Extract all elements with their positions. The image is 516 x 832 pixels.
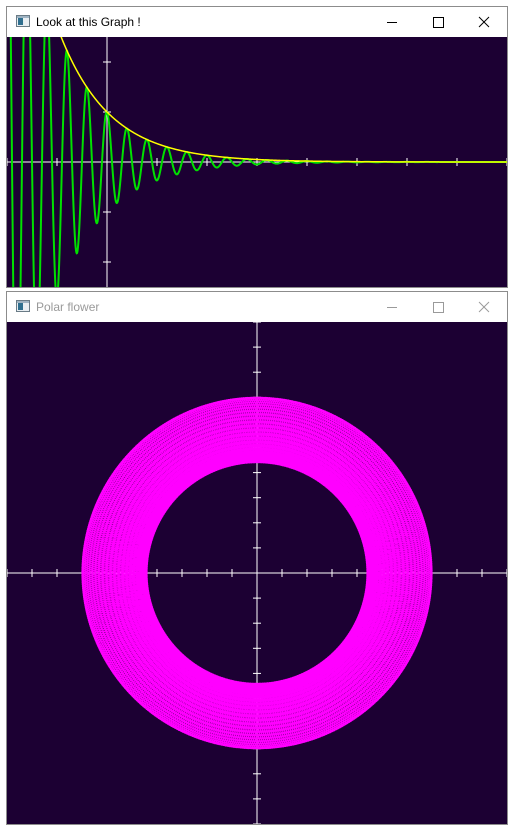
polar-canvas[interactable]: [7, 322, 507, 824]
close-icon: [478, 301, 490, 313]
graph-window[interactable]: Look at this Graph !: [6, 6, 508, 288]
close-icon: [478, 16, 490, 28]
minimize-icon: [387, 22, 397, 23]
minimize-button[interactable]: [369, 7, 415, 37]
polar-flower-window[interactable]: Polar flower: [6, 291, 508, 825]
maximize-icon: [433, 302, 444, 313]
polar-flower-plot: [7, 322, 507, 824]
maximize-icon: [433, 17, 444, 28]
close-button[interactable]: [461, 7, 507, 37]
series-polar-flower: [81, 396, 433, 750]
app-icon: [16, 300, 30, 312]
window-title: Look at this Graph !: [36, 15, 141, 29]
maximize-button[interactable]: [415, 292, 461, 322]
title-bar[interactable]: Look at this Graph !: [7, 7, 507, 37]
minimize-button[interactable]: [369, 292, 415, 322]
app-icon: [16, 15, 30, 27]
window-title: Polar flower: [36, 300, 100, 314]
damped-wave-plot: [7, 37, 507, 287]
title-bar[interactable]: Polar flower: [7, 292, 507, 322]
graph-canvas[interactable]: [7, 37, 507, 287]
close-button[interactable]: [461, 292, 507, 322]
maximize-button[interactable]: [415, 7, 461, 37]
minimize-icon: [387, 307, 397, 308]
series-envelope: [60, 37, 507, 163]
